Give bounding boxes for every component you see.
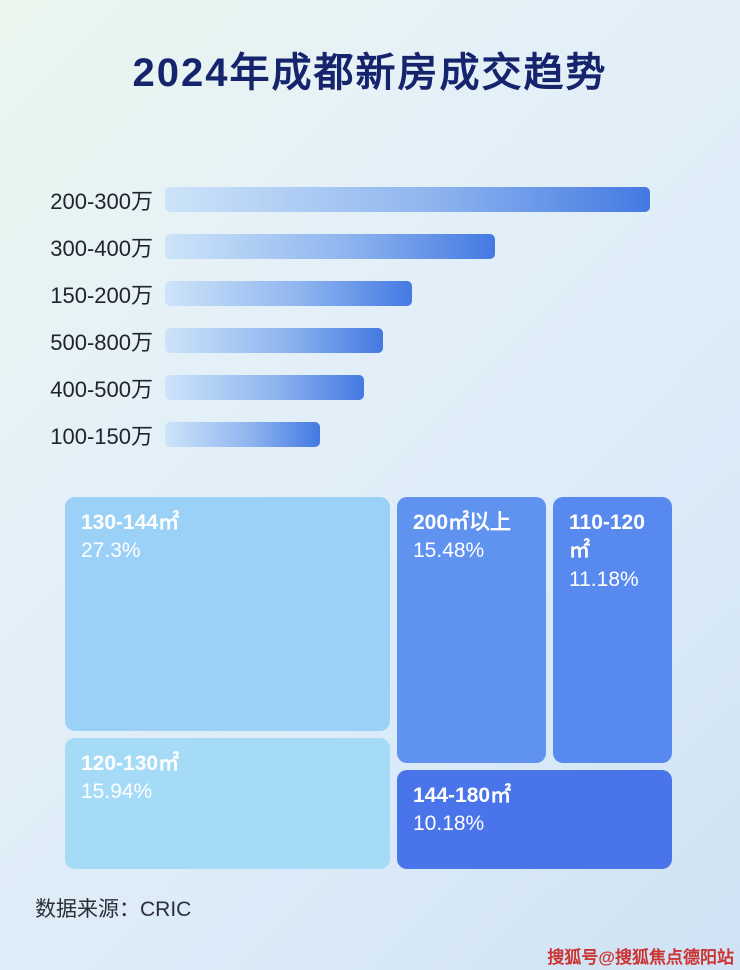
bar-track [165,187,740,212]
treemap-label: 130-144㎡ [81,511,180,534]
bar-track [165,422,740,447]
bar-row: 100-150万 [0,411,740,458]
treemap-value: 15.48% [413,539,485,563]
page-title: 2024年成都新房成交趋势 [132,51,608,95]
treemap-value: 11.18% [569,567,639,591]
bar-track [165,375,740,400]
bar-track [165,281,740,306]
bar-row: 200-300万 [0,176,740,223]
treemap-box-144-180: 144-180㎡ 10.18% [397,770,672,869]
bar-row: 500-800万 [0,317,740,364]
bar [165,234,495,259]
bar [165,187,650,212]
treemap-label: 200㎡以上 [413,511,512,534]
watermark: 搜狐号@搜狐焦点德阳站 [547,948,734,967]
treemap-value: 15.94% [81,780,153,804]
data-source: 数据来源：CRIC [35,898,192,921]
treemap-box-130-144: 130-144㎡ 27.3% [65,497,390,731]
bar [165,281,412,306]
bar-row: 300-400万 [0,223,740,270]
treemap-label: 144-180㎡ [413,784,512,807]
bar-label: 300-400万 [50,235,153,261]
bar-row: 400-500万 [0,364,740,411]
bar-label: 100-150万 [50,423,153,449]
bar-row: 150-200万 [0,270,740,317]
bar-track [165,328,740,353]
treemap-label: 120-130㎡ [81,752,180,775]
bar-chart: 200-300万 300-400万 150-200万 500-800万 400-500万… [0,176,740,458]
bar-label: 200-300万 [50,188,153,214]
bar [165,422,320,447]
treemap-value: 10.18% [413,812,485,836]
treemap-box-200-plus: 200㎡以上 15.48% [397,497,546,763]
bar-label: 400-500万 [50,376,153,402]
bar [165,328,383,353]
bar [165,375,364,400]
bar-label: 500-800万 [50,329,153,355]
treemap-box-120-130: 120-130㎡ 15.94% [65,738,390,869]
bar-track [165,234,740,259]
treemap-value: 27.3% [81,539,141,563]
treemap-label: 110-120㎡ [569,511,645,563]
bar-label: 150-200万 [50,282,153,308]
treemap-box-110-120: 110-120㎡ 11.18% [553,497,672,763]
